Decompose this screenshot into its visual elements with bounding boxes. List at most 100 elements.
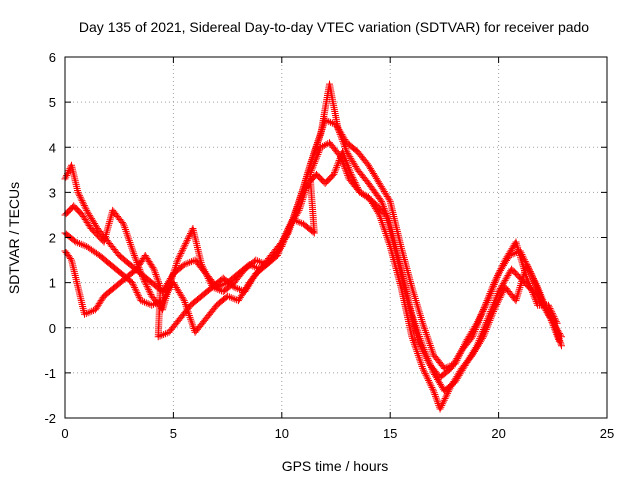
data-point [182,238,190,246]
data-point [481,329,489,337]
data-point [430,387,438,395]
data-point [127,240,135,248]
data-point [188,319,196,327]
data-point [419,348,427,356]
data-point [530,276,538,284]
data-point [154,333,162,341]
data-point [432,394,440,402]
data-point [80,200,88,208]
data-point [310,161,318,169]
data-point [132,257,140,265]
data-point [154,276,162,284]
data-point [490,279,498,287]
data-point [417,314,425,322]
data-point [130,252,138,260]
data-point [553,319,561,327]
y-tick-label: -2 [44,411,56,426]
data-point [484,295,492,303]
data-point [343,170,351,178]
data-point [338,157,346,165]
data-point [483,297,491,305]
data-point [77,240,85,248]
data-point [548,309,556,317]
data-point [75,190,83,198]
data-point [286,221,294,229]
data-point [484,320,492,328]
data-point [281,234,289,241]
data-point [180,261,188,269]
data-point [175,254,183,262]
data-point [379,201,387,209]
data-point [145,287,153,295]
data-point [133,288,141,296]
data-point [548,308,556,316]
data-point [171,265,179,273]
data-point [497,292,505,300]
x-tick-label: 25 [600,426,614,441]
data-point [487,313,495,321]
data-point [490,280,498,288]
data-point [413,300,421,308]
data-point [535,287,543,295]
data-point [234,285,242,293]
data-point [105,219,113,227]
data-point [498,263,506,271]
data-point [168,274,176,282]
data-point [342,146,350,154]
data-point [65,166,73,174]
data-point [498,290,506,298]
data-point [439,400,447,408]
data-point [132,255,140,263]
data-point [282,232,290,240]
y-tick-label: 0 [49,321,56,336]
data-point [469,333,477,341]
data-point [307,167,315,175]
data-point [422,371,430,379]
data-point [225,293,233,301]
data-point [414,351,422,359]
data-point [306,170,314,178]
data-point [128,244,136,252]
data-point [81,203,89,211]
data-point [432,392,440,400]
data-point [302,185,310,193]
data-point [78,197,86,205]
data-point [534,283,542,291]
data-point [477,313,485,321]
data-point [340,139,348,147]
data-point [524,276,532,284]
data-point [79,241,87,249]
data-point [232,284,240,292]
data-point [531,278,539,286]
data-point [486,289,494,297]
data-point [77,195,85,203]
data-point [308,165,316,173]
data-point [478,309,486,317]
data-point [146,289,154,297]
data-point [490,308,498,316]
data-point [482,298,490,306]
data-point [82,309,90,317]
data-point [319,142,327,150]
data-point [296,205,304,213]
data-point [529,290,537,298]
data-point [252,256,260,264]
data-point [516,283,524,291]
y-tick-label: 3 [49,185,56,200]
data-point [84,309,92,317]
data-point [500,258,508,266]
data-point [160,331,168,339]
data-point [533,281,541,289]
data-point [126,239,134,247]
axis-ticks: 0 5 10 15 20 25 -2 -1 0 1 2 3 4 5 6 [44,50,614,441]
data-point [142,299,150,307]
data-point [420,323,428,331]
data-point [470,329,478,337]
data-point [290,216,298,224]
data-point [481,302,489,310]
data-point [494,299,502,307]
data-point [486,317,494,325]
data-point [330,169,338,177]
data-point [311,158,319,166]
